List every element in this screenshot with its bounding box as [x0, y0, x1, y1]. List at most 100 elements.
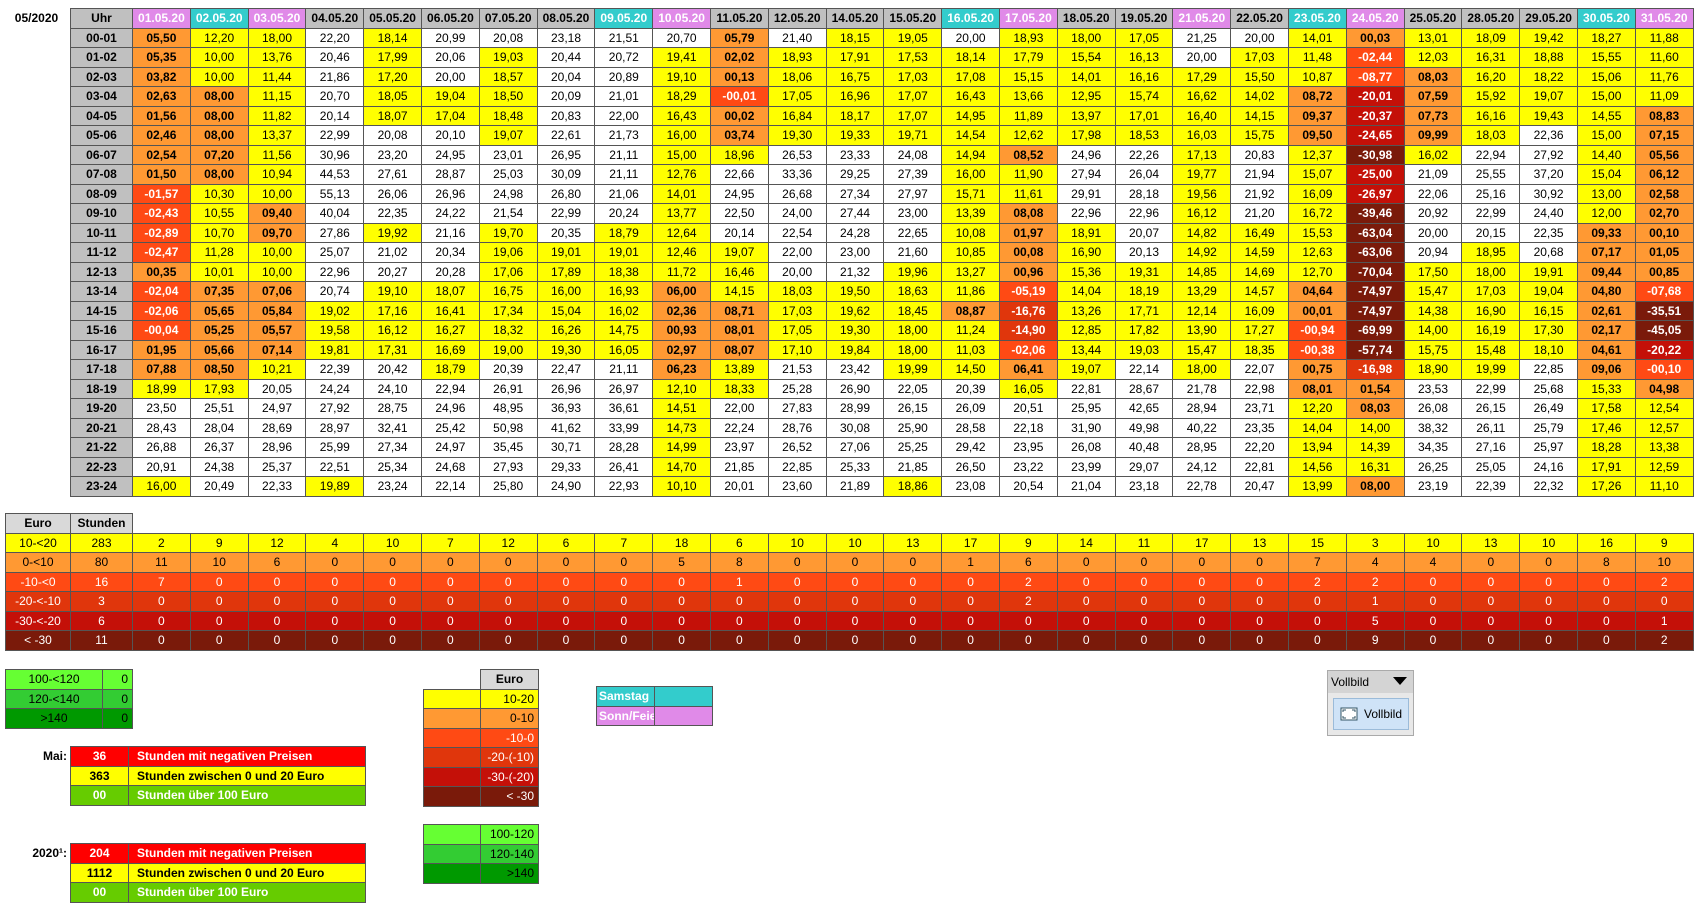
price-cell: 19,05 [883, 27, 943, 48]
legend-swatch [423, 747, 481, 768]
band-count: 0 [189, 610, 249, 631]
price-cell: 19,99 [1461, 359, 1521, 380]
price-cell: 20,00 [1230, 27, 1289, 48]
band-count: 0 [1056, 552, 1116, 573]
price-cell: 21,92 [1230, 183, 1289, 204]
price-cell: 01,95 [132, 339, 191, 360]
band-count: 0 [941, 571, 1000, 592]
price-cell: 19,71 [883, 125, 943, 146]
price-cell: 14,70 [652, 456, 711, 477]
counts-header: Stunden [70, 513, 133, 534]
summary-text: Stunden mit negativen Preisen [128, 843, 366, 864]
band-count: 0 [1288, 630, 1347, 651]
price-cell: 07,14 [247, 339, 307, 360]
price-cell: 26,90 [825, 378, 885, 399]
price-cell: 09,33 [1577, 222, 1636, 243]
price-cell: 22,51 [305, 456, 365, 477]
price-cell: 10,55 [189, 203, 249, 224]
band-count: 0 [1230, 630, 1289, 651]
band-count: 9 [1345, 630, 1405, 651]
price-cell: 37,20 [1519, 164, 1578, 185]
band-count: 0 [363, 571, 422, 592]
price-cell: 23,01 [478, 144, 538, 165]
price-cell: 19,81 [305, 339, 365, 360]
price-cell: 07,73 [1403, 105, 1463, 126]
price-cell: 16,15 [1519, 300, 1578, 321]
price-cell: 23,24 [363, 476, 422, 497]
price-cell: 21,01 [594, 86, 654, 107]
price-cell: 15,04 [1577, 164, 1636, 185]
price-cell: 26,53 [767, 144, 827, 165]
price-cell: 20,47 [1230, 476, 1289, 497]
band-count: 10 [1403, 532, 1463, 553]
band-count: 10 [767, 532, 827, 553]
price-cell: 16,69 [421, 339, 480, 360]
price-cell: 14,38 [1403, 300, 1463, 321]
price-cell: 18,14 [363, 27, 422, 48]
price-cell: 12,37 [1288, 144, 1347, 165]
date-header: 18.05.20 [1056, 8, 1116, 29]
price-cell: 21,53 [767, 359, 827, 380]
price-cell: 20,74 [305, 281, 365, 302]
price-cell: 18,93 [767, 47, 827, 68]
price-cell: 11,90 [999, 164, 1058, 185]
price-cell: 21,51 [594, 27, 654, 48]
price-cell: 27,92 [305, 398, 365, 419]
band-count: 14 [1056, 532, 1116, 553]
price-cell: 19,41 [652, 47, 711, 68]
band-count: 0 [1519, 552, 1578, 573]
price-cell: 17,46 [1577, 417, 1636, 438]
view-button[interactable]: Vollbild [1333, 698, 1409, 730]
price-cell: 20,70 [305, 86, 365, 107]
price-cell: 06,00 [652, 281, 711, 302]
band-count: 13 [883, 532, 943, 553]
price-cell: 19,33 [825, 125, 885, 146]
band-count: 0 [1461, 610, 1521, 631]
price-cell: 22,26 [1114, 144, 1174, 165]
legend-label: 100-120 [480, 824, 539, 845]
price-cell: 17,01 [1114, 105, 1174, 126]
hour-label: 19-20 [70, 398, 133, 419]
price-cell: 19,04 [1519, 281, 1578, 302]
price-cell: 25,99 [305, 437, 365, 458]
price-cell: 01,05 [1634, 242, 1694, 263]
price-cell: 02,46 [132, 125, 191, 146]
price-cell: 11,60 [1634, 47, 1694, 68]
price-cell: 05,35 [132, 47, 191, 68]
band-count: 0 [1519, 610, 1578, 631]
price-cell: 06,12 [1634, 164, 1694, 185]
price-cell: 28,95 [1172, 437, 1232, 458]
band-total: 80 [70, 552, 133, 573]
price-cell: -30,98 [1345, 144, 1405, 165]
price-cell: 03,74 [710, 125, 769, 146]
price-cell: 28,94 [1172, 398, 1232, 419]
price-cell: 15,33 [1577, 378, 1636, 399]
price-cell: 34,35 [1403, 437, 1463, 458]
price-cell: 55,13 [305, 183, 365, 204]
price-cell: 25,51 [189, 398, 249, 419]
price-cell: 17,03 [883, 66, 943, 87]
price-cell: 29,33 [536, 456, 596, 477]
view-menu-title[interactable]: Vollbild [1328, 671, 1413, 693]
price-cell: 17,53 [883, 47, 943, 68]
price-cell: 25,07 [305, 242, 365, 263]
price-cell: 25,97 [1519, 437, 1578, 458]
price-cell: 18,00 [883, 320, 943, 341]
band-count: 0 [710, 630, 769, 651]
price-cell: -02,47 [132, 242, 191, 263]
price-cell: 20,91 [132, 456, 191, 477]
dropdown-arrow [1393, 677, 1407, 685]
date-header: 29.05.20 [1519, 8, 1578, 29]
price-cell: 17,03 [1230, 47, 1289, 68]
price-cell: 11,10 [1634, 476, 1694, 497]
price-cell: 17,31 [363, 339, 422, 360]
price-cell: 16,12 [1172, 203, 1232, 224]
price-cell: 20,46 [305, 47, 365, 68]
price-cell: 08,03 [1345, 398, 1405, 419]
band-count: 0 [536, 610, 596, 631]
price-cell: 17,98 [1056, 125, 1116, 146]
price-cell: 00,93 [652, 320, 711, 341]
price-cell: 05,66 [189, 339, 249, 360]
price-cell: 09,70 [247, 222, 307, 243]
price-cell: 25,68 [1519, 378, 1578, 399]
